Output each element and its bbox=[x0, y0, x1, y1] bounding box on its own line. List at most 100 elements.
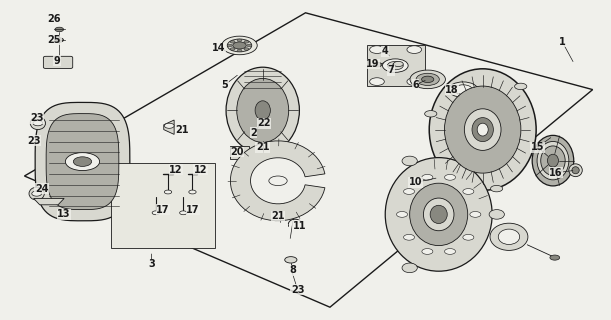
Text: 12: 12 bbox=[194, 164, 207, 175]
Ellipse shape bbox=[402, 263, 417, 273]
Text: 21: 21 bbox=[256, 142, 269, 152]
Circle shape bbox=[237, 39, 242, 42]
Circle shape bbox=[422, 249, 433, 254]
Circle shape bbox=[491, 185, 503, 192]
Text: 12: 12 bbox=[169, 164, 183, 175]
Ellipse shape bbox=[382, 59, 408, 72]
Text: 1: 1 bbox=[558, 36, 566, 47]
Text: 7: 7 bbox=[387, 65, 395, 76]
Ellipse shape bbox=[233, 42, 246, 49]
Circle shape bbox=[230, 41, 235, 43]
Text: 18: 18 bbox=[445, 84, 459, 95]
Ellipse shape bbox=[445, 86, 521, 173]
FancyBboxPatch shape bbox=[43, 56, 73, 68]
Text: 3: 3 bbox=[148, 259, 155, 269]
Ellipse shape bbox=[454, 85, 472, 94]
Circle shape bbox=[370, 46, 384, 53]
Text: 5: 5 bbox=[221, 80, 229, 90]
Circle shape bbox=[470, 212, 481, 217]
Text: 11: 11 bbox=[293, 220, 306, 231]
Ellipse shape bbox=[537, 141, 569, 180]
Circle shape bbox=[425, 111, 437, 117]
Ellipse shape bbox=[429, 69, 536, 190]
Text: 13: 13 bbox=[57, 209, 71, 220]
Text: 17: 17 bbox=[156, 204, 170, 215]
Circle shape bbox=[244, 41, 249, 43]
Polygon shape bbox=[164, 120, 174, 134]
Polygon shape bbox=[46, 114, 119, 210]
Circle shape bbox=[393, 61, 403, 67]
Polygon shape bbox=[24, 13, 593, 307]
Circle shape bbox=[55, 27, 64, 32]
Ellipse shape bbox=[387, 61, 403, 70]
Text: 21: 21 bbox=[175, 124, 189, 135]
Ellipse shape bbox=[532, 135, 574, 186]
Circle shape bbox=[269, 176, 287, 186]
Polygon shape bbox=[367, 45, 425, 86]
Circle shape bbox=[164, 190, 172, 194]
Ellipse shape bbox=[572, 167, 579, 174]
Polygon shape bbox=[35, 102, 130, 221]
Circle shape bbox=[227, 44, 232, 47]
Ellipse shape bbox=[255, 101, 270, 120]
Circle shape bbox=[407, 78, 422, 85]
Circle shape bbox=[237, 49, 242, 52]
Ellipse shape bbox=[477, 123, 488, 136]
Circle shape bbox=[33, 121, 43, 126]
Text: 4: 4 bbox=[381, 46, 389, 56]
Ellipse shape bbox=[226, 67, 299, 154]
Ellipse shape bbox=[386, 157, 492, 271]
Polygon shape bbox=[34, 198, 64, 205]
Polygon shape bbox=[230, 141, 325, 221]
Circle shape bbox=[65, 153, 100, 171]
Circle shape bbox=[180, 211, 187, 215]
Circle shape bbox=[514, 83, 527, 90]
Circle shape bbox=[422, 174, 433, 180]
Polygon shape bbox=[111, 163, 215, 248]
Circle shape bbox=[370, 78, 384, 85]
Circle shape bbox=[445, 249, 456, 254]
Ellipse shape bbox=[409, 183, 468, 246]
Ellipse shape bbox=[541, 146, 565, 175]
Text: 14: 14 bbox=[212, 43, 225, 53]
Text: 8: 8 bbox=[290, 265, 297, 276]
Text: 15: 15 bbox=[531, 142, 544, 152]
Circle shape bbox=[73, 157, 92, 166]
Ellipse shape bbox=[422, 76, 434, 83]
Circle shape bbox=[403, 235, 414, 240]
Text: 23: 23 bbox=[30, 113, 43, 124]
Circle shape bbox=[403, 188, 414, 194]
Ellipse shape bbox=[237, 78, 289, 142]
Text: 23: 23 bbox=[291, 284, 304, 295]
Circle shape bbox=[463, 235, 474, 240]
Text: 22: 22 bbox=[257, 118, 271, 128]
Ellipse shape bbox=[410, 70, 445, 89]
Text: 23: 23 bbox=[27, 136, 40, 146]
Ellipse shape bbox=[31, 117, 46, 130]
Ellipse shape bbox=[29, 187, 45, 200]
Circle shape bbox=[550, 255, 560, 260]
FancyBboxPatch shape bbox=[230, 146, 249, 159]
Circle shape bbox=[407, 46, 422, 53]
Circle shape bbox=[397, 212, 408, 217]
Ellipse shape bbox=[430, 205, 447, 223]
Ellipse shape bbox=[227, 39, 252, 52]
Circle shape bbox=[32, 191, 42, 196]
Circle shape bbox=[247, 44, 252, 47]
Ellipse shape bbox=[569, 164, 582, 177]
Circle shape bbox=[230, 48, 235, 50]
Circle shape bbox=[244, 48, 249, 50]
Text: 17: 17 bbox=[186, 204, 200, 215]
Circle shape bbox=[463, 188, 474, 194]
Circle shape bbox=[164, 123, 174, 128]
Ellipse shape bbox=[472, 118, 494, 141]
Text: 24: 24 bbox=[35, 184, 48, 194]
Ellipse shape bbox=[489, 210, 504, 219]
Text: 10: 10 bbox=[409, 177, 422, 188]
Text: 6: 6 bbox=[412, 80, 419, 90]
Text: 20: 20 bbox=[230, 147, 244, 157]
Ellipse shape bbox=[499, 229, 519, 244]
Text: 9: 9 bbox=[53, 56, 60, 66]
Ellipse shape bbox=[402, 156, 417, 166]
Circle shape bbox=[285, 257, 297, 263]
